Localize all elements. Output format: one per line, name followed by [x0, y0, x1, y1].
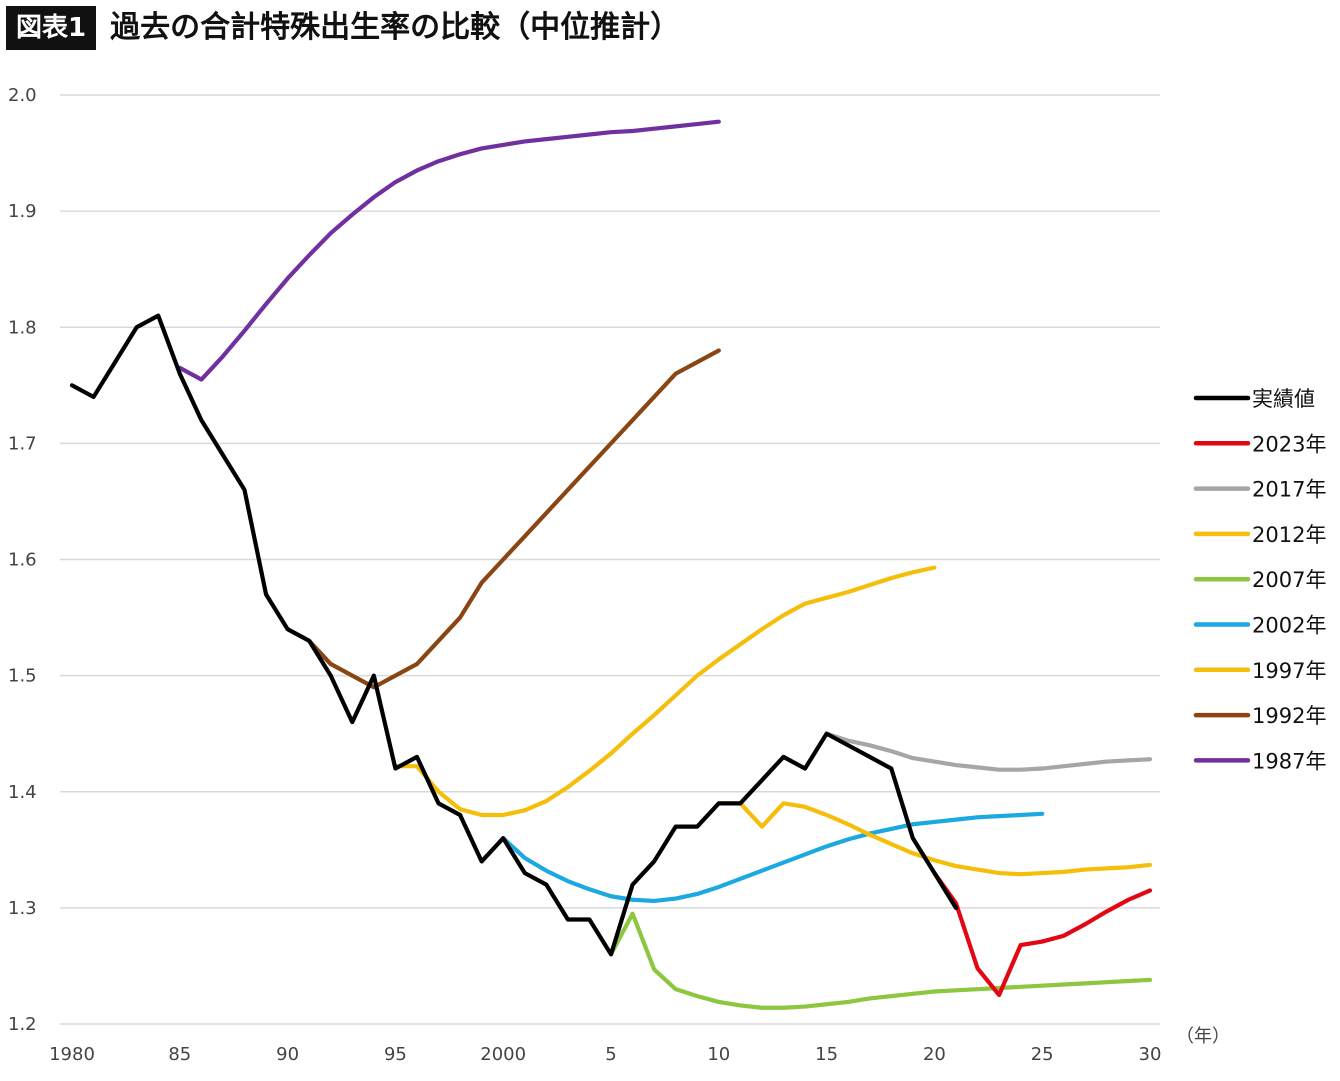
- x-tick-label: 30: [1139, 1044, 1162, 1065]
- legend-item: 1997年: [1193, 659, 1326, 683]
- y-tick-label: 1.8: [8, 317, 37, 338]
- y-tick-label: 1.7: [8, 433, 37, 454]
- legend-item: 2017年: [1193, 478, 1326, 502]
- chart-header: 図表1 過去の合計特殊出生率の比較（中位推計）: [6, 6, 680, 50]
- series-line: [716, 801, 1153, 877]
- x-tick-label: 1980: [49, 1044, 95, 1065]
- x-tick-label: 20: [923, 1044, 946, 1065]
- y-tick-label: 1.9: [8, 201, 37, 222]
- y-tick-label: 2.0: [8, 85, 37, 106]
- series-line: [393, 565, 937, 818]
- figure-badge: 図表1: [6, 6, 97, 50]
- legend-label: 2002年: [1252, 614, 1326, 638]
- legend-label: 2017年: [1252, 478, 1326, 502]
- legend-item: 実績値: [1193, 387, 1315, 411]
- y-tick-label: 1.2: [8, 1014, 37, 1035]
- legend-label: 2007年: [1252, 568, 1326, 592]
- series-line: [501, 811, 1045, 904]
- series-lines: [69, 119, 1153, 1010]
- x-tick-label: 95: [384, 1044, 407, 1065]
- y-axis-ticks: 1.2 1.3 1.4 1.5 1.6 1.7 1.8 1.9 2.0: [8, 85, 37, 1035]
- y-tick-label: 1.4: [8, 782, 37, 803]
- legend-label: 1987年: [1252, 749, 1326, 773]
- x-tick-label: 5: [605, 1044, 616, 1065]
- x-tick-label: 2000: [480, 1044, 526, 1065]
- x-tick-label: 25: [1031, 1044, 1054, 1065]
- series-line: [824, 731, 1153, 772]
- legend-label: 1992年: [1252, 704, 1326, 728]
- series-line: [608, 911, 1153, 1010]
- legend-item: 2002年: [1193, 614, 1326, 638]
- series-line: [285, 348, 721, 690]
- legend-label: 実績値: [1252, 387, 1315, 411]
- legend-item: 1987年: [1193, 749, 1326, 773]
- series-line: [177, 119, 721, 382]
- legend: 実績値 2023年 2017年 2012年 2007年 2002年 1997年 1992年 19…: [1193, 387, 1326, 773]
- y-tick-label: 1.3: [8, 898, 37, 919]
- x-tick-label: 10: [707, 1044, 730, 1065]
- series-line: [932, 870, 1153, 998]
- y-tick-label: 1.6: [8, 550, 37, 571]
- legend-item: 2023年: [1193, 432, 1326, 456]
- legend-item: 1992年: [1193, 704, 1326, 728]
- legend-label: 2023年: [1252, 432, 1326, 456]
- chart-title: 過去の合計特殊出生率の比較（中位推計）: [110, 10, 681, 45]
- grid-lines: [60, 94, 1160, 1025]
- x-axis-ticks: 1980 85 90 95 2000 5 10 15 20 25 30: [49, 1044, 1161, 1065]
- legend-item: 2012年: [1193, 523, 1326, 547]
- series-line: [69, 313, 959, 957]
- legend-label: 2012年: [1252, 523, 1326, 547]
- x-tick-label: 90: [276, 1044, 299, 1065]
- y-tick-label: 1.5: [8, 666, 37, 687]
- x-tick-label: 85: [168, 1044, 191, 1065]
- x-axis-unit: （年）: [1176, 1026, 1230, 1047]
- legend-label: 1997年: [1252, 659, 1326, 683]
- legend-item: 2007年: [1193, 568, 1326, 592]
- x-tick-label: 15: [815, 1044, 838, 1065]
